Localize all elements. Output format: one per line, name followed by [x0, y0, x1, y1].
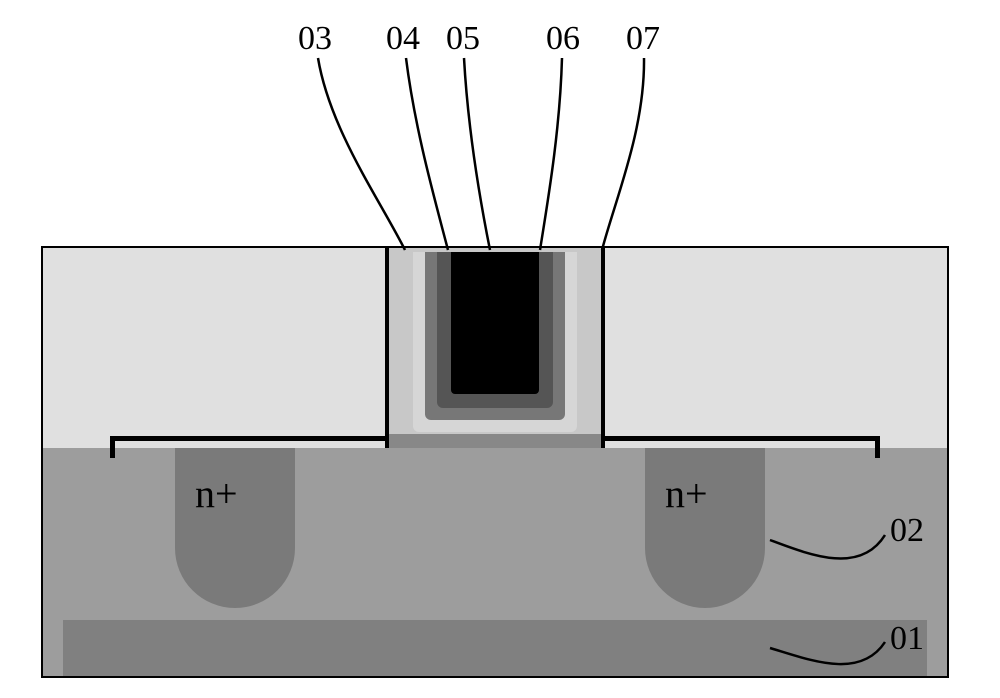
callout-03: 03	[298, 20, 332, 58]
leader-03	[318, 58, 405, 250]
callout-07: 07	[626, 20, 660, 58]
doped-right-label: n+	[665, 470, 708, 517]
callout-01: 01	[890, 620, 924, 658]
contact-rail-right-v	[875, 436, 880, 458]
gate-bottom-strip	[389, 434, 601, 448]
leader-04	[406, 58, 448, 250]
gate-core	[451, 252, 539, 394]
callout-02: 02	[890, 512, 924, 550]
leader-05	[464, 58, 490, 250]
callout-04: 04	[386, 20, 420, 58]
leader-07	[602, 58, 644, 250]
contact-rail-right-h	[605, 436, 880, 441]
contact-rail-left-v	[110, 436, 115, 458]
callout-06: 06	[546, 20, 580, 58]
region-substrate	[63, 620, 927, 676]
doped-left-label: n+	[195, 470, 238, 517]
leader-06	[540, 58, 562, 250]
gate-side-left	[385, 248, 389, 448]
contact-rail-left-h	[110, 436, 385, 441]
gate-side-right	[601, 248, 605, 448]
callout-05: 05	[446, 20, 480, 58]
